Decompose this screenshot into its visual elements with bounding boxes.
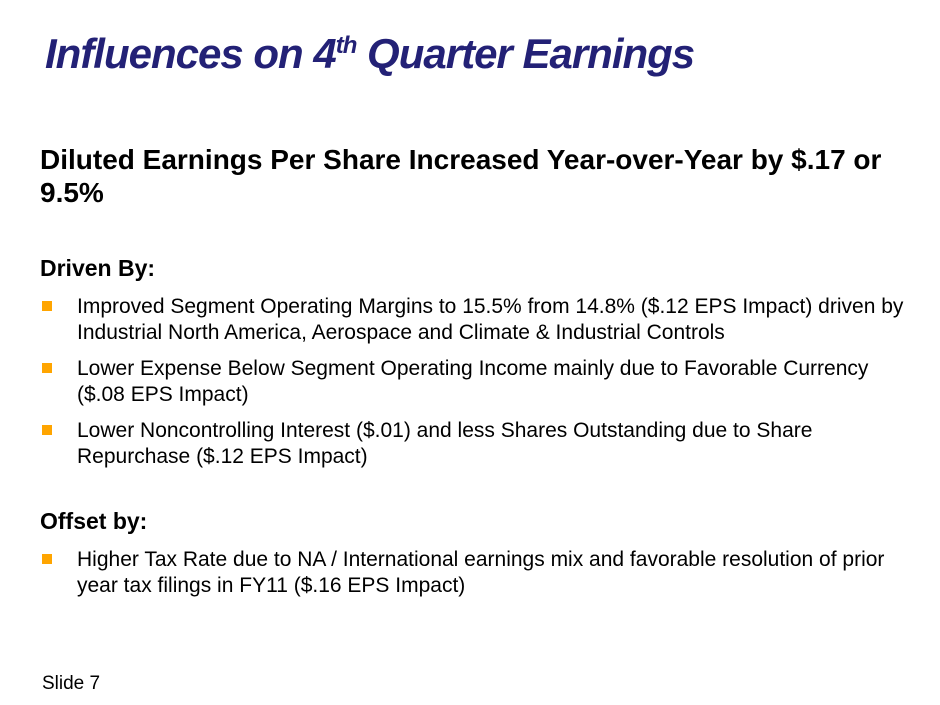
title-superscript: th — [335, 32, 358, 59]
slide-subtitle: Diluted Earnings Per Share Increased Yea… — [40, 144, 882, 209]
bullet-square-icon — [42, 301, 52, 311]
bullet-square-icon — [42, 363, 52, 373]
section-driven-by: Driven By: Improved Segment Operating Ma… — [40, 255, 920, 470]
slide-number: Slide 7 — [42, 673, 101, 694]
slide-body: Driven By: Improved Segment Operating Ma… — [40, 255, 920, 637]
bullet-text: Lower Noncontrolling Interest ($.01) and… — [77, 419, 813, 468]
bullet-square-icon — [42, 554, 52, 564]
bullet-text: Improved Segment Operating Margins to 15… — [77, 295, 904, 344]
section-offset-by: Offset by: Higher Tax Rate due to NA / I… — [40, 508, 920, 599]
bullet-item: Improved Segment Operating Margins to 15… — [40, 294, 920, 346]
title-text-before-sup: Influences on 4 — [45, 30, 337, 77]
title-text-after-sup: Quarter Earnings — [356, 30, 695, 77]
slide-title: Influences on 4th Quarter Earnings — [45, 30, 905, 78]
bullet-item: Higher Tax Rate due to NA / Internationa… — [40, 547, 920, 599]
offset-by-bullet-list: Higher Tax Rate due to NA / Internationa… — [40, 547, 920, 599]
section-heading-driven-by: Driven By: — [40, 255, 156, 281]
bullet-item: Lower Expense Below Segment Operating In… — [40, 356, 920, 408]
bullet-item: Lower Noncontrolling Interest ($.01) and… — [40, 418, 920, 470]
driven-by-bullet-list: Improved Segment Operating Margins to 15… — [40, 294, 920, 470]
bullet-text: Lower Expense Below Segment Operating In… — [77, 357, 869, 406]
bullet-text: Higher Tax Rate due to NA / Internationa… — [77, 548, 885, 597]
section-heading-offset-by: Offset by: — [40, 508, 148, 534]
bullet-square-icon — [42, 425, 52, 435]
